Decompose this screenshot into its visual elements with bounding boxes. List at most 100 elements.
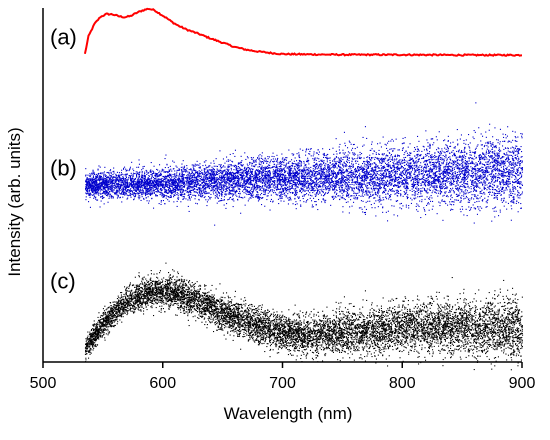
data-point xyxy=(473,187,475,189)
data-point xyxy=(93,193,95,195)
data-point xyxy=(418,205,420,207)
data-point xyxy=(205,172,207,174)
data-point xyxy=(510,193,512,195)
data-point xyxy=(131,193,133,195)
data-point xyxy=(188,210,190,212)
data-point xyxy=(469,157,471,159)
data-point xyxy=(377,167,379,169)
data-point xyxy=(257,173,259,175)
data-point xyxy=(188,181,190,183)
data-point xyxy=(409,165,411,167)
data-point xyxy=(141,183,143,185)
data-point xyxy=(334,188,336,190)
data-point xyxy=(91,172,93,174)
data-point xyxy=(310,178,312,180)
data-point xyxy=(399,186,401,188)
data-point xyxy=(477,164,479,166)
data-point xyxy=(460,163,462,165)
data-point xyxy=(440,173,442,175)
data-point xyxy=(361,184,363,186)
data-point xyxy=(118,186,120,188)
data-point xyxy=(201,178,203,180)
data-point xyxy=(143,185,145,187)
data-point xyxy=(521,176,523,178)
data-point xyxy=(367,182,369,184)
data-point xyxy=(498,153,500,155)
data-point xyxy=(283,160,285,162)
data-point xyxy=(187,184,189,186)
data-point xyxy=(447,172,449,174)
data-point xyxy=(488,186,490,188)
data-point xyxy=(169,184,171,186)
data-point xyxy=(339,163,341,165)
data-point xyxy=(382,158,384,160)
data-point xyxy=(289,174,291,176)
data-point xyxy=(391,183,393,185)
data-point xyxy=(294,169,296,171)
data-point xyxy=(481,189,483,191)
data-point xyxy=(118,174,120,176)
data-point xyxy=(213,173,215,175)
data-point xyxy=(381,167,383,169)
data-point xyxy=(494,168,496,170)
data-point xyxy=(370,167,372,169)
data-point xyxy=(121,185,123,187)
data-point xyxy=(161,168,163,170)
data-point xyxy=(289,166,291,168)
data-point xyxy=(216,168,218,170)
data-point xyxy=(309,194,311,196)
data-point xyxy=(213,180,215,182)
data-point xyxy=(304,181,306,183)
data-point xyxy=(246,190,248,192)
data-point xyxy=(467,162,469,164)
data-point xyxy=(475,156,477,158)
data-point xyxy=(506,182,508,184)
data-point xyxy=(262,167,264,169)
data-point xyxy=(370,176,372,178)
data-point xyxy=(240,185,242,187)
data-point xyxy=(479,177,481,179)
data-point xyxy=(147,193,149,195)
data-point xyxy=(287,203,289,205)
data-point xyxy=(449,145,451,147)
data-point xyxy=(154,185,156,187)
data-point xyxy=(203,197,205,199)
data-point xyxy=(148,172,150,174)
data-point xyxy=(382,197,384,199)
data-point xyxy=(227,166,229,168)
data-point xyxy=(163,177,165,179)
data-point xyxy=(520,167,522,169)
data-point xyxy=(215,165,217,167)
data-point xyxy=(507,150,509,152)
data-point xyxy=(324,180,326,182)
data-point xyxy=(175,179,177,181)
data-point xyxy=(380,159,382,161)
data-point xyxy=(506,183,508,185)
data-point xyxy=(214,179,216,181)
data-point xyxy=(121,181,123,183)
data-point xyxy=(278,188,280,190)
data-point xyxy=(468,146,470,148)
data-point xyxy=(459,176,461,178)
data-point xyxy=(435,136,437,138)
data-point xyxy=(519,163,521,165)
data-point xyxy=(510,191,512,193)
data-point xyxy=(503,169,505,171)
data-point xyxy=(201,171,203,173)
data-point xyxy=(259,157,261,159)
data-point xyxy=(192,182,194,184)
data-point xyxy=(199,185,201,187)
data-point xyxy=(137,179,139,181)
data-point xyxy=(420,154,422,156)
data-point xyxy=(435,164,437,166)
data-point xyxy=(279,183,281,185)
data-point xyxy=(495,175,497,177)
data-point xyxy=(336,192,338,194)
data-point xyxy=(252,174,254,176)
data-point xyxy=(249,191,251,193)
data-point xyxy=(450,183,452,185)
data-point xyxy=(472,180,474,182)
data-point xyxy=(88,194,90,196)
data-point xyxy=(262,168,264,170)
data-point xyxy=(247,181,249,183)
